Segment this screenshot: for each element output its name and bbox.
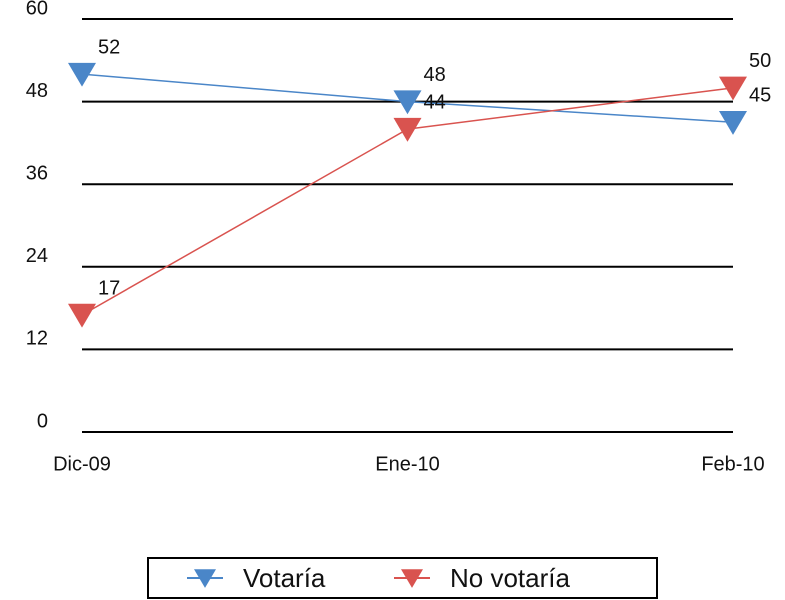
y-tick-label: 24: [26, 245, 48, 267]
y-tick-label: 12: [26, 328, 48, 350]
marker: [68, 62, 96, 87]
legend-marker: [401, 569, 423, 588]
y-tick-label: 0: [37, 410, 48, 432]
data-label: 50: [749, 50, 771, 72]
marker: [393, 90, 422, 115]
legend-label: Votaría: [243, 563, 326, 593]
data-label: 45: [749, 85, 771, 107]
marker: [393, 117, 422, 142]
data-label: 17: [98, 277, 120, 299]
data-label: 48: [424, 64, 446, 86]
x-tick-label: Ene-10: [375, 453, 440, 475]
y-tick-label: 36: [26, 162, 48, 184]
legend-label: No votaría: [450, 563, 570, 593]
marker: [719, 76, 747, 101]
legend-marker: [194, 569, 216, 588]
data-label: 44: [424, 91, 446, 113]
x-tick-label: Feb-10: [701, 453, 764, 475]
x-tick-label: Dic-09: [53, 453, 111, 475]
marker: [719, 111, 747, 135]
data-label: 52: [98, 36, 120, 58]
marker: [68, 303, 96, 328]
y-tick-label: 60: [26, 0, 48, 19]
y-tick-label: 48: [26, 80, 48, 102]
